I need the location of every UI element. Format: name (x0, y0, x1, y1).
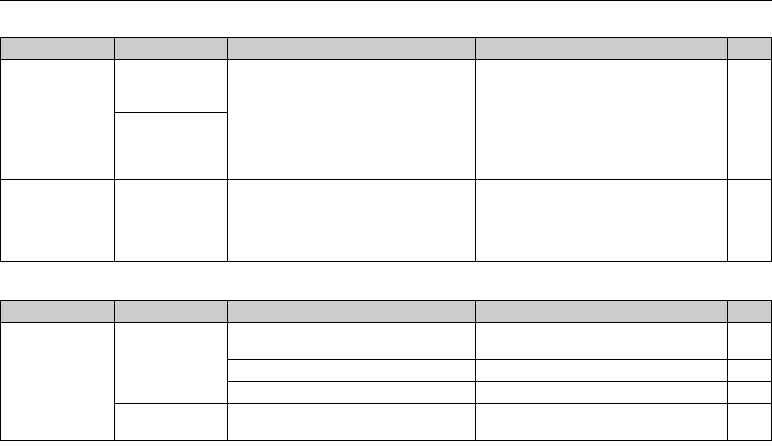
table-cell (227, 59, 476, 180)
table-row (1, 381, 772, 404)
table-row (0, 179, 772, 262)
table-cell (227, 403, 476, 441)
table-cell (727, 359, 772, 382)
table-header-row (0, 37, 772, 60)
table-header-row (0, 300, 772, 323)
table-row (1, 403, 772, 441)
table-row (0, 59, 772, 180)
table-cell (114, 322, 228, 404)
table-cell (227, 381, 476, 404)
table-row (1, 112, 772, 180)
table-cell (114, 179, 228, 262)
table-cell (727, 59, 772, 180)
table-cell (227, 322, 476, 360)
table-2 (0, 300, 772, 441)
header-cell (114, 37, 228, 60)
header-cell (0, 300, 115, 323)
table-cell (114, 59, 228, 113)
header-cell (475, 37, 728, 60)
header-cell (727, 300, 772, 323)
header-cell (227, 300, 476, 323)
table-cell (0, 179, 115, 262)
table-cell (727, 381, 772, 404)
table-cell (227, 179, 476, 262)
table-cell (727, 322, 772, 360)
table-cell (0, 59, 115, 180)
table-cell (475, 359, 728, 382)
top-rule (0, 0, 772, 1)
table-cell (114, 112, 228, 180)
table-cell (475, 403, 728, 441)
table-cell (475, 179, 728, 262)
table-cell (727, 403, 772, 441)
table-cell (475, 322, 728, 360)
table-row (0, 322, 772, 441)
table-cell (475, 59, 728, 180)
header-cell (727, 37, 772, 60)
header-cell (0, 37, 115, 60)
table-1 (0, 37, 772, 262)
header-cell (114, 300, 228, 323)
table-cell (114, 403, 228, 441)
table-cell (227, 359, 476, 382)
table-cell (475, 381, 728, 404)
header-cell (475, 300, 728, 323)
table-cell (727, 179, 772, 262)
table-cell (0, 322, 115, 441)
header-cell (227, 37, 476, 60)
